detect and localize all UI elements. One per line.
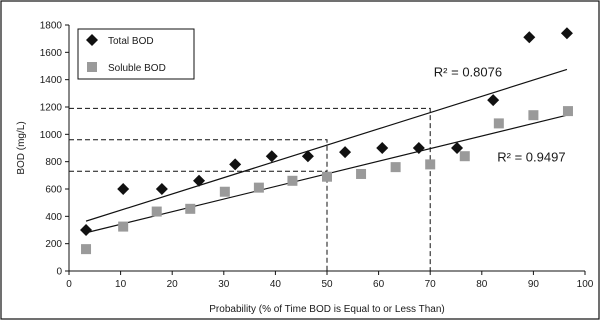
total-bod-point [117, 183, 130, 195]
x-tick-label: 80 [476, 279, 488, 290]
soluble-bod-point [528, 110, 539, 121]
soluble-bod-point [287, 175, 298, 186]
x-tick-label: 30 [218, 279, 230, 290]
soluble-bod-point [219, 186, 230, 197]
y-tick-label: 200 [45, 239, 62, 250]
soluble-bod-point [459, 151, 470, 162]
x-tick-label: 10 [115, 279, 127, 290]
reference-line [69, 139, 328, 271]
soluble-bod-point [390, 162, 401, 173]
total-bod-point [523, 31, 536, 44]
total-bod-point [301, 150, 314, 163]
legend-box [77, 28, 195, 80]
soluble-bod-point [185, 203, 196, 214]
x-tick-label: 90 [528, 279, 540, 290]
data-marks [80, 27, 573, 255]
legend-marker-shape [87, 62, 97, 72]
x-axis-title: Probability (% of Time BOD is Equal to o… [209, 304, 444, 315]
axes: 0 200 400 600 800 1000 1200 1400 1600 1800 0 10 20 30… [40, 21, 594, 291]
x-tick-label: 60 [373, 279, 385, 290]
r2-label-total-bod: R² = 0.8076 [434, 64, 502, 79]
y-tick-label: 0 [56, 267, 62, 278]
y-tick-label: 400 [45, 212, 62, 223]
legend-marker-shape [86, 34, 98, 46]
y-tick-label: 1200 [40, 103, 63, 114]
total-bod-point [339, 146, 352, 159]
total-bod-point [265, 150, 278, 163]
x-tick-label: 100 [577, 279, 594, 290]
soluble-bod-point [425, 159, 436, 170]
soluble-bod-point [81, 244, 92, 255]
r2-label-soluble-bod: R² = 0.9497 [497, 150, 565, 165]
total-bod-point [193, 174, 206, 187]
total-bod-point [376, 142, 389, 154]
x-tick-label: 20 [167, 279, 179, 290]
total-bod-point [451, 142, 464, 154]
soluble-bod-point [493, 118, 504, 129]
y-axis-title: BOD (mg/L) [16, 121, 27, 174]
x-tick-label: 40 [270, 279, 282, 290]
legend-marker-total-bod [86, 34, 98, 46]
total-bod-point [412, 142, 425, 154]
reference-lines [69, 107, 431, 271]
soluble-bod-point [118, 221, 129, 232]
soluble-bod-point [151, 206, 162, 217]
y-tick-label: 1800 [40, 21, 63, 32]
total-bod-point [155, 183, 168, 195]
y-tick-label: 1600 [40, 48, 63, 59]
soluble-bod-point [253, 182, 264, 193]
y-tick-label: 1400 [40, 75, 63, 86]
legend-label-soluble-bod: Soluble BOD [108, 63, 166, 74]
trendline-total-bod [85, 68, 568, 222]
y-tick-label: 1000 [40, 130, 63, 141]
reference-line [69, 107, 431, 271]
soluble-bod-point [322, 171, 332, 182]
total-bod-point [487, 94, 500, 107]
total-bod-point [560, 27, 573, 40]
soluble-bod-point [562, 106, 573, 117]
soluble-bod-point [356, 168, 367, 179]
x-tick-label: 0 [66, 279, 72, 290]
total-bod-point [80, 224, 93, 236]
legend-label-total-bod: Total BOD [108, 36, 154, 47]
x-tick-label: 70 [425, 279, 437, 290]
y-tick-label: 600 [45, 185, 62, 196]
total-bod-point [229, 158, 242, 171]
y-tick-label: 800 [45, 157, 62, 168]
x-tick-label: 50 [321, 279, 333, 290]
legend-marker-soluble-bod [87, 62, 97, 72]
legend: Total BOD Soluble BOD [77, 28, 195, 80]
